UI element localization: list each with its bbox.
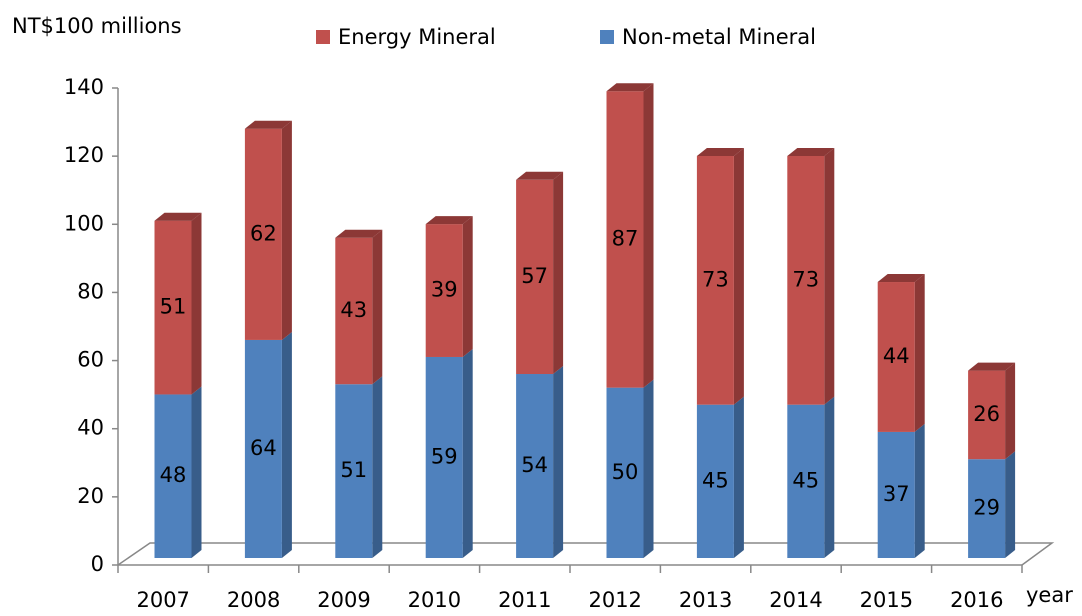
x-tick-label: 2007	[136, 588, 189, 612]
y-tick-label: 40	[77, 416, 104, 440]
data-label: 59	[431, 444, 458, 468]
x-tick-label: 2008	[227, 588, 280, 612]
floor	[117, 542, 1055, 566]
data-label: 43	[340, 298, 367, 322]
data-label: 50	[612, 460, 639, 484]
data-label: 73	[702, 267, 729, 291]
bar-side	[643, 83, 654, 388]
data-label: 45	[702, 468, 729, 492]
bar	[606, 91, 644, 388]
bar-side	[191, 386, 202, 558]
bar-top	[606, 83, 654, 92]
bar	[154, 220, 192, 395]
x-tick-label: 2012	[588, 588, 641, 612]
bar-side	[281, 120, 292, 340]
data-label: 26	[973, 402, 1000, 426]
bar-side	[553, 171, 564, 375]
legend-label: Non-metal Mineral	[622, 25, 816, 49]
data-label: 73	[792, 267, 819, 291]
data-label: 44	[883, 344, 910, 368]
bar-top	[335, 229, 383, 238]
bar	[696, 404, 734, 558]
x-tick-label: 2011	[498, 588, 551, 612]
x-tick-label: 2013	[679, 588, 732, 612]
data-label: 39	[431, 278, 458, 302]
bar-side	[462, 216, 473, 357]
x-tick-label: 2009	[317, 588, 370, 612]
data-label: 57	[521, 264, 548, 288]
bar-top	[516, 171, 564, 180]
bar-side	[281, 331, 292, 558]
data-label: 48	[160, 463, 187, 487]
x-tick-label: 2010	[408, 588, 461, 612]
bar	[516, 179, 554, 375]
bar	[877, 431, 915, 558]
legend-label: Energy Mineral	[338, 25, 496, 49]
bar-top	[968, 362, 1016, 371]
bar	[696, 155, 734, 405]
bar-side	[914, 423, 925, 558]
data-label: 45	[792, 468, 819, 492]
x-tick-label: 2015	[860, 588, 913, 612]
legend-swatch	[600, 30, 614, 44]
bar-side	[1005, 362, 1016, 460]
bar-side	[462, 348, 473, 558]
data-label: 64	[250, 436, 277, 460]
bar-side	[643, 379, 654, 558]
bar-top	[154, 212, 202, 221]
bar	[606, 387, 644, 558]
y-tick-label: 0	[91, 552, 104, 576]
data-label: 62	[250, 221, 277, 245]
y-tick-label: 120	[64, 143, 104, 167]
y-tick-label: 100	[64, 211, 104, 235]
x-tick-label: 2016	[950, 588, 1003, 612]
bar-side	[191, 212, 202, 395]
y-tick-label: 20	[77, 484, 104, 508]
bar-side	[733, 396, 744, 558]
bar	[425, 356, 463, 558]
bar	[335, 384, 373, 558]
bar	[154, 394, 192, 558]
bar-side	[1005, 451, 1016, 558]
bar-side	[824, 396, 835, 558]
floor-edge	[117, 542, 1055, 566]
bar-side	[553, 366, 564, 558]
legend-swatch	[316, 30, 330, 44]
y-tick-label: 140	[64, 75, 104, 99]
data-label: 51	[160, 295, 187, 319]
bar	[516, 374, 554, 558]
y-axis-label: NT$100 millions	[12, 14, 182, 38]
data-label: 87	[612, 226, 639, 250]
bar	[877, 282, 915, 432]
data-label: 29	[973, 496, 1000, 520]
bar	[335, 237, 373, 385]
y-tick-label: 80	[77, 279, 104, 303]
y-tick-label: 60	[77, 348, 104, 372]
bar-side	[914, 274, 925, 432]
data-label: 37	[883, 482, 910, 506]
bar-top	[696, 147, 744, 156]
bar-top	[877, 274, 925, 283]
bar	[425, 224, 463, 357]
bar-side	[372, 376, 383, 558]
bar	[244, 128, 282, 340]
x-axis-label: year	[1026, 583, 1073, 607]
bar-top	[425, 216, 473, 225]
bar-top	[787, 147, 835, 156]
data-label: 54	[521, 453, 548, 477]
bar	[968, 459, 1006, 558]
data-label: 51	[340, 458, 367, 482]
x-tick-label: 2014	[769, 588, 822, 612]
bar-side	[824, 147, 835, 405]
bar-side	[733, 147, 744, 405]
bar	[787, 155, 825, 405]
bar	[244, 339, 282, 558]
bar	[968, 370, 1006, 460]
bar-side	[372, 229, 383, 385]
bar-top	[244, 120, 292, 129]
bar	[787, 404, 825, 558]
